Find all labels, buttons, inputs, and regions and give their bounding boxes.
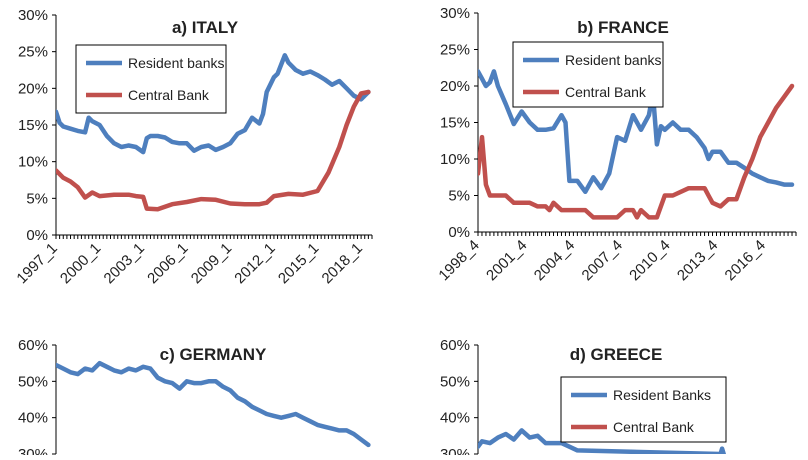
x-tick-label: 2006_1 — [144, 240, 191, 287]
x-tick-label: 2001_4 — [483, 237, 530, 284]
x-tick-label: 2018_1 — [319, 240, 366, 287]
x-tick-label: 2009_1 — [188, 240, 235, 287]
y-tick-label: 30% — [18, 7, 48, 24]
y-tick-label: 50% — [18, 373, 48, 390]
legend: Resident Banks Central Bank — [560, 376, 727, 443]
y-tick-label: 20% — [440, 78, 470, 95]
y-tick-label: 30% — [18, 446, 48, 455]
legend-label: Central Bank — [128, 87, 210, 103]
legend-box — [560, 376, 727, 443]
x-tick-label: 2000_1 — [57, 240, 104, 287]
y-tick-label: 60% — [18, 337, 48, 354]
legend-label: Resident Banks — [613, 387, 711, 403]
x-tick-label: 1998_4 — [435, 237, 482, 284]
legend-label: Resident banks — [128, 55, 225, 71]
x-tick-label: 2012_1 — [231, 240, 278, 287]
series-line-resident-banks — [56, 360, 371, 448]
y-tick-label: 25% — [440, 42, 470, 59]
y-tick-label: 10% — [440, 151, 470, 168]
series-line-resident-banks — [478, 69, 795, 195]
y-tick-label: 40% — [18, 410, 48, 427]
y-tick-label: 15% — [440, 115, 470, 132]
x-tick-label: 2016_4 — [722, 237, 769, 284]
series-line-central-bank — [56, 89, 371, 212]
x-tick-label: 2003_1 — [101, 240, 148, 287]
x-tick-label: 2010_4 — [626, 237, 673, 284]
y-tick-label: 10% — [18, 154, 48, 171]
y-tick-label: 30% — [440, 446, 470, 455]
chart-germany: 30% 40% 50% 60% c) GERMANY — [18, 337, 371, 460]
chart-title: d) GREECE — [570, 345, 663, 364]
y-tick-label: 0% — [448, 224, 470, 241]
series-line-central-bank — [478, 83, 795, 220]
legend-box — [75, 44, 227, 114]
series-line-resident-banks — [56, 53, 371, 155]
y-tick-label: 0% — [26, 227, 48, 244]
chart-italy: 0%5%10%15%20%25%30%1997_12000_12003_1200… — [13, 7, 373, 287]
y-tick-label: 15% — [18, 117, 48, 134]
legend-label: Central Bank — [565, 84, 647, 100]
legend-label: Central Bank — [613, 419, 695, 435]
y-tick-label: 30% — [440, 5, 470, 22]
chart-greece: 30% 40% 50% 60% d) GREECE Resident Banks Centr… — [440, 337, 727, 460]
y-tick-label: 60% — [440, 337, 470, 354]
chart-title: a) ITALY — [172, 18, 239, 37]
x-tick-label: 2013_4 — [674, 237, 721, 284]
x-tick-label: 2015_1 — [275, 240, 322, 287]
x-tick-label: 1997_1 — [13, 240, 60, 287]
x-tick-label: 2004_4 — [531, 237, 578, 284]
y-tick-label: 5% — [26, 190, 48, 207]
series-line-resident-banks — [478, 428, 726, 454]
y-tick-label: 40% — [440, 410, 470, 427]
legend-label: Resident banks — [565, 52, 662, 68]
y-tick-label: 20% — [18, 80, 48, 97]
chart-france: 0% 5% 10% 15% 20% 25% 30% 1998_4 2001_4 2004_4 200… — [435, 5, 797, 284]
y-tick-label: 25% — [18, 44, 48, 61]
x-tick-label: 2007_4 — [579, 237, 626, 284]
y-tick-label: 5% — [448, 188, 470, 205]
y-tick-label: 50% — [440, 373, 470, 390]
legend: Resident banks Central Bank — [512, 41, 664, 108]
chart-title: c) GERMANY — [160, 345, 267, 364]
legend: Resident banks Central Bank — [75, 44, 227, 114]
chart-title: b) FRANCE — [577, 18, 669, 37]
legend-box — [512, 41, 664, 108]
